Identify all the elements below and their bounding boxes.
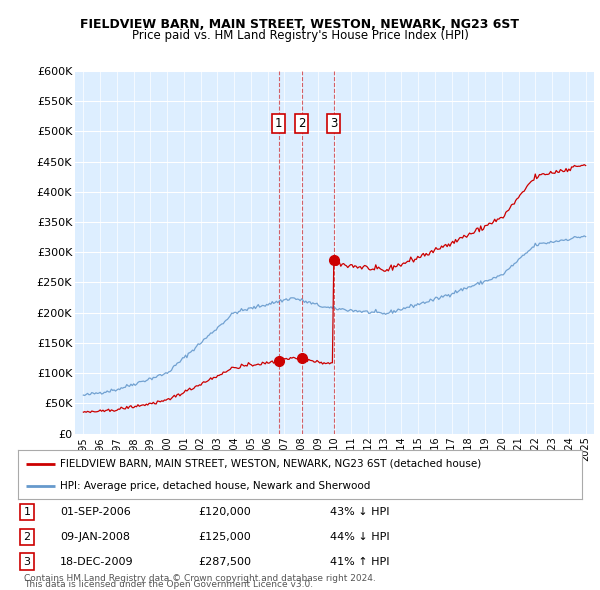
Text: £287,500: £287,500: [198, 557, 251, 566]
Text: HPI: Average price, detached house, Newark and Sherwood: HPI: Average price, detached house, Newa…: [60, 481, 371, 491]
Text: 01-SEP-2006: 01-SEP-2006: [60, 507, 131, 517]
Text: 2: 2: [23, 532, 31, 542]
Text: 41% ↑ HPI: 41% ↑ HPI: [330, 557, 389, 566]
Text: 1: 1: [23, 507, 31, 517]
Text: £120,000: £120,000: [198, 507, 251, 517]
Text: This data is licensed under the Open Government Licence v3.0.: This data is licensed under the Open Gov…: [24, 580, 313, 589]
Text: FIELDVIEW BARN, MAIN STREET, WESTON, NEWARK, NG23 6ST (detached house): FIELDVIEW BARN, MAIN STREET, WESTON, NEW…: [60, 458, 482, 468]
Text: FIELDVIEW BARN, MAIN STREET, WESTON, NEWARK, NG23 6ST: FIELDVIEW BARN, MAIN STREET, WESTON, NEW…: [80, 18, 520, 31]
Text: 3: 3: [23, 557, 31, 566]
Text: £125,000: £125,000: [198, 532, 251, 542]
Text: 43% ↓ HPI: 43% ↓ HPI: [330, 507, 389, 517]
Text: Price paid vs. HM Land Registry's House Price Index (HPI): Price paid vs. HM Land Registry's House …: [131, 29, 469, 42]
Text: 44% ↓ HPI: 44% ↓ HPI: [330, 532, 389, 542]
Text: 09-JAN-2008: 09-JAN-2008: [60, 532, 130, 542]
Text: 1: 1: [275, 117, 283, 130]
Text: 2: 2: [298, 117, 305, 130]
Text: 18-DEC-2009: 18-DEC-2009: [60, 557, 134, 566]
Text: 3: 3: [330, 117, 338, 130]
Text: Contains HM Land Registry data © Crown copyright and database right 2024.: Contains HM Land Registry data © Crown c…: [24, 574, 376, 583]
